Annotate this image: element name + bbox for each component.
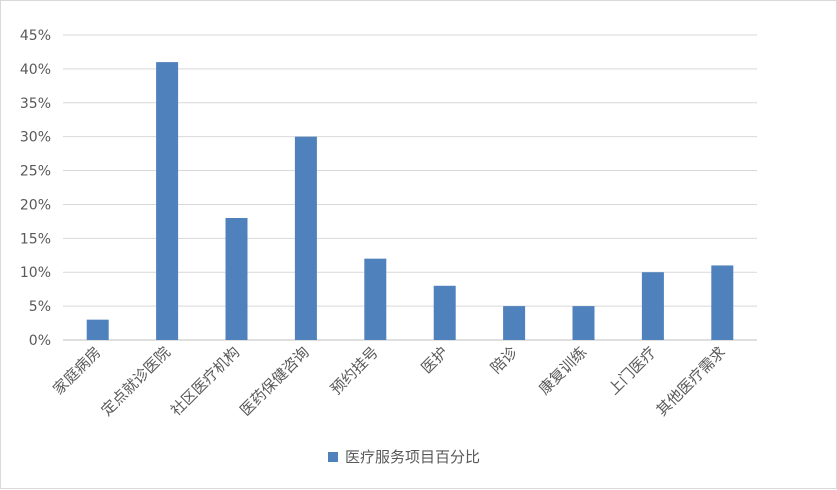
x-tick-label: 康复训练: [535, 343, 590, 398]
x-tick-label: 定点就诊医院: [98, 343, 174, 419]
x-tick-label: 医药保健咨询: [236, 343, 312, 419]
y-tick-label: 10%: [20, 265, 51, 281]
x-tick-label: 社区医疗机构: [167, 343, 243, 419]
gridlines: [63, 34, 757, 341]
bar: [572, 306, 595, 340]
y-axis-ticks: 0% 5% 10% 15% 20% 25% 30% 35% 40% 45%: [20, 28, 51, 349]
y-tick-label: 25%: [20, 164, 51, 180]
y-tick-label: 15%: [20, 231, 51, 247]
y-tick-label: 30%: [20, 130, 51, 146]
y-tick-label: 5%: [29, 299, 51, 315]
bar: [641, 272, 664, 340]
y-tick-label: 0%: [29, 333, 51, 349]
bar: [433, 285, 456, 340]
legend-swatch: [328, 452, 338, 462]
x-tick-label: 预约挂号: [327, 343, 382, 398]
y-tick-label: 40%: [20, 62, 51, 78]
bar: [294, 136, 317, 340]
legend-label: 医疗服务项目百分比: [345, 448, 480, 466]
x-tick-label: 陪诊: [487, 343, 521, 377]
y-tick-label: 45%: [20, 28, 51, 44]
y-tick-label: 20%: [20, 197, 51, 213]
bar: [711, 265, 734, 340]
bars: [86, 62, 734, 340]
bar: [364, 258, 387, 340]
bar: [86, 319, 109, 340]
y-tick-label: 35%: [20, 96, 51, 112]
x-tick-label: 医护: [418, 343, 452, 377]
bar: [156, 62, 179, 340]
x-tick-label: 其他医疗需求: [653, 343, 729, 419]
bar: [503, 306, 526, 340]
legend: 医疗服务项目百分比: [328, 448, 480, 466]
x-tick-label: 上门医疗: [605, 343, 660, 398]
x-tick-label: 家庭病房: [49, 343, 104, 398]
bar: [225, 218, 248, 340]
